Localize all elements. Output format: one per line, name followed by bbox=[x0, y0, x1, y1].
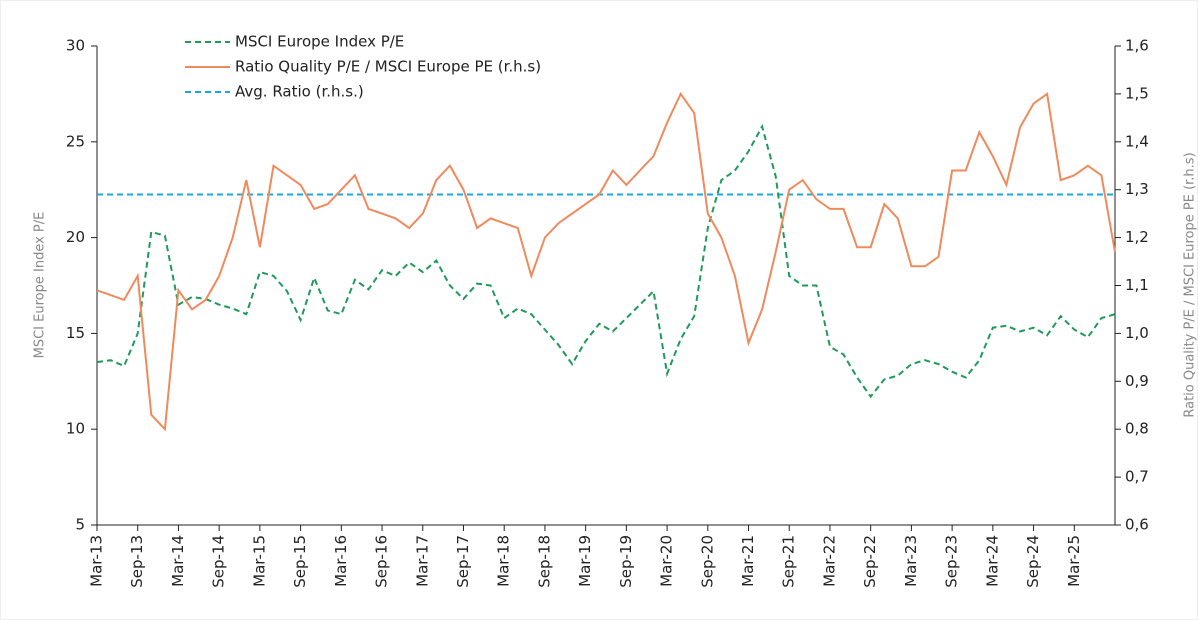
x-tick-label: Sep-22 bbox=[861, 535, 879, 588]
x-tick-label: Sep-18 bbox=[535, 535, 553, 588]
x-tick-label: Sep-19 bbox=[617, 535, 635, 588]
x-tick-label: Mar-19 bbox=[576, 535, 594, 587]
y2-tick-label: 0,7 bbox=[1125, 468, 1149, 486]
x-tick-label: Sep-23 bbox=[943, 535, 961, 588]
y2-tick-label: 1,6 bbox=[1125, 37, 1149, 55]
legend-label: Avg. Ratio (r.h.s.) bbox=[235, 83, 364, 101]
x-tick-label: Mar-15 bbox=[250, 535, 268, 587]
x-tick-label: Mar-23 bbox=[902, 535, 920, 587]
x-tick-label: Sep-20 bbox=[698, 535, 716, 588]
legend-label: Ratio Quality P/E / MSCI Europe PE (r.h.… bbox=[235, 58, 541, 76]
x-tick-label: Mar-14 bbox=[169, 535, 187, 587]
y2-tick-label: 1,0 bbox=[1125, 324, 1149, 342]
y-tick-label: 20 bbox=[66, 228, 85, 246]
x-tick-label: Mar-16 bbox=[332, 535, 350, 587]
x-tick-label: Sep-24 bbox=[1024, 535, 1042, 588]
y2-axis-title: Ratio Quality P/E / MSCI Europe PE (r.h.… bbox=[1183, 152, 1198, 417]
x-tick-label: Sep-17 bbox=[454, 535, 472, 588]
x-tick-label: Mar-21 bbox=[739, 535, 757, 587]
x-tick-label: Mar-13 bbox=[88, 535, 106, 587]
y-tick-label: 15 bbox=[66, 324, 85, 342]
series-line bbox=[96, 91, 1116, 432]
y2-tick-label: 1,2 bbox=[1125, 228, 1149, 246]
x-tick-label: Mar-18 bbox=[495, 535, 513, 587]
x-tick-label: Sep-14 bbox=[210, 535, 228, 588]
series-line bbox=[96, 123, 1116, 399]
y2-tick-label: 1,3 bbox=[1125, 180, 1149, 198]
y2-tick-label: 1,5 bbox=[1125, 84, 1149, 102]
x-tick-label: Mar-20 bbox=[658, 535, 676, 587]
y-axis-title: MSCI Europe Index P/E bbox=[33, 212, 48, 359]
x-tick-label: Mar-17 bbox=[413, 535, 431, 587]
x-tick-label: Sep-16 bbox=[373, 535, 391, 588]
y2-tick-label: 1,4 bbox=[1125, 132, 1149, 150]
y2-tick-label: 0,6 bbox=[1125, 516, 1149, 534]
x-tick-label: Sep-13 bbox=[128, 535, 146, 588]
x-tick-label: Sep-21 bbox=[780, 535, 798, 588]
x-tick-label: Sep-15 bbox=[291, 535, 309, 588]
legend-label: MSCI Europe Index P/E bbox=[235, 33, 404, 51]
x-tick-label: Mar-22 bbox=[820, 535, 838, 587]
y2-tick-label: 1,1 bbox=[1125, 276, 1149, 294]
y2-tick-label: 0,8 bbox=[1125, 420, 1149, 438]
y-tick-label: 25 bbox=[66, 132, 85, 150]
y-tick-label: 10 bbox=[66, 420, 85, 438]
y-tick-label: 30 bbox=[66, 37, 85, 55]
x-tick-label: Mar-24 bbox=[983, 535, 1001, 587]
x-tick-label: Mar-25 bbox=[1065, 535, 1083, 587]
y-tick-label: 5 bbox=[75, 516, 85, 534]
y2-tick-label: 0,9 bbox=[1125, 372, 1149, 390]
